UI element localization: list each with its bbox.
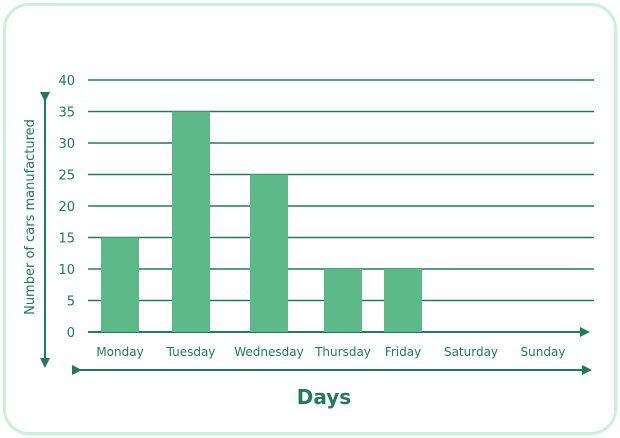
x-tick-labels: Monday Tuesday Wednesday Thursday Friday Satu… [96, 345, 565, 359]
bar-friday [384, 269, 422, 332]
y-tick-label: 30 [58, 137, 75, 152]
y-axis-label: Number of cars manufactured [23, 119, 38, 315]
x-tick-label: Friday [385, 345, 421, 359]
x-tick-label: Monday [96, 345, 143, 359]
y-tick-label: 25 [58, 169, 75, 184]
bar-monday [101, 237, 139, 332]
bar-tuesday [172, 111, 210, 332]
y-tick-label: 40 [58, 74, 75, 89]
x-tick-label: Sunday [521, 345, 566, 359]
y-tick-label: 20 [58, 200, 75, 215]
bars [101, 111, 422, 332]
x-tick-label: Thursday [314, 345, 371, 359]
x-tick-label: Wednesday [234, 345, 303, 359]
y-tick-label: 0 [67, 326, 75, 341]
y-tick-label: 35 [58, 106, 75, 121]
x-tick-label: Tuesday [166, 345, 216, 359]
y-tick-labels: 0 5 10 15 20 25 30 35 40 [58, 74, 75, 341]
x-axis-label: Days [297, 385, 351, 409]
y-tick-label: 10 [58, 263, 75, 278]
chart-frame [3, 3, 617, 435]
bar-wednesday [250, 174, 288, 332]
y-tick-label: 5 [67, 295, 75, 310]
y-tick-label: 15 [58, 232, 75, 247]
bar-thursday [324, 269, 362, 332]
x-tick-label: Saturday [444, 345, 498, 359]
